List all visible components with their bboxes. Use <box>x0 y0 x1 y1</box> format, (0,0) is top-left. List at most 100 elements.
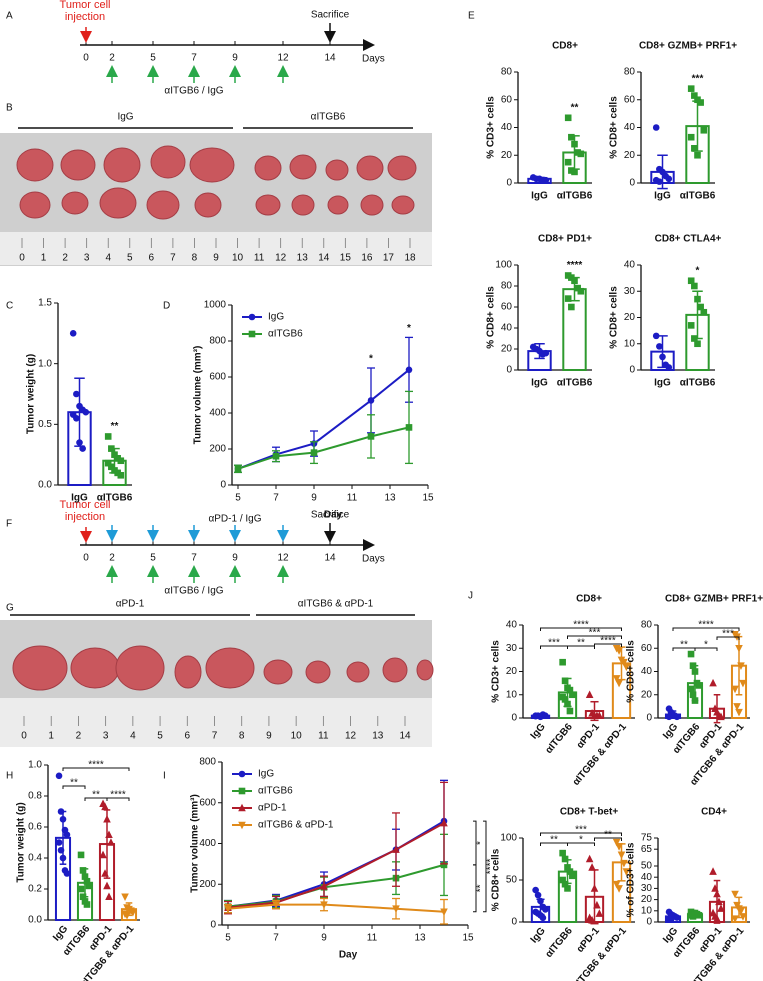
y-tick-label: 800 <box>199 757 216 768</box>
significance-bracket <box>567 635 622 639</box>
y-tick-label: 20 <box>624 312 636 323</box>
significance: **** <box>567 260 583 271</box>
significance-bracket <box>716 636 740 640</box>
tumor <box>16 148 54 182</box>
panel-letter: I <box>163 771 166 782</box>
data-point <box>104 433 112 440</box>
panel-letter: H <box>6 771 13 782</box>
significance: * <box>704 640 708 651</box>
tumor <box>19 191 51 219</box>
data-point <box>687 85 695 92</box>
data-point <box>320 901 328 909</box>
end-label: Sacrifice <box>311 510 350 521</box>
ruler-number: 2 <box>76 731 82 742</box>
y-tick-label: 40 <box>501 122 513 133</box>
data-point <box>440 861 448 869</box>
ruler-number: 1 <box>41 253 47 264</box>
series-line <box>227 820 445 908</box>
y-tick-label: 75 <box>641 833 653 844</box>
data-point <box>79 867 87 874</box>
data-point <box>697 303 704 311</box>
series-line <box>227 822 445 909</box>
y-tick-label: 100 <box>495 260 512 271</box>
y-tick-label: 40 <box>641 872 653 883</box>
tumor <box>356 155 384 181</box>
tumor <box>12 645 68 691</box>
legend-label: IgG <box>258 769 274 780</box>
data-point <box>542 349 550 357</box>
significance-bracket <box>594 837 622 841</box>
data-point <box>715 897 723 906</box>
significance: *** <box>722 629 734 640</box>
data-point <box>694 295 701 303</box>
x-axis-label: Day <box>324 510 343 521</box>
y-tick-label: 200 <box>209 444 226 455</box>
data-point <box>559 849 566 857</box>
data-point <box>665 175 673 183</box>
series-line <box>237 369 410 470</box>
data-point <box>673 713 681 721</box>
data-point <box>99 850 107 859</box>
chart-title: CD4+ <box>701 807 727 818</box>
significance: ** <box>550 835 558 846</box>
injection-label: Tumor cell injection <box>60 0 111 23</box>
treatment-label: αITGB6 / IgG <box>164 586 223 597</box>
x-tick-label: 15 <box>462 933 474 944</box>
x-tick-label: αITGB6 <box>557 191 593 202</box>
data-point <box>615 647 623 655</box>
x-tick-label: 7 <box>273 933 279 944</box>
tumor <box>346 661 370 683</box>
data-point <box>709 867 717 875</box>
data-point <box>595 711 604 719</box>
series-line <box>227 863 445 908</box>
tumor <box>387 155 417 181</box>
ruler-number: 8 <box>192 253 198 264</box>
y-tick-label: 30 <box>641 883 653 894</box>
y-tick-label: 0 <box>511 713 517 724</box>
y-tick-label: 1.0 <box>28 760 42 771</box>
y-tick-label: 0.8 <box>28 791 42 802</box>
significance: ** <box>604 830 612 841</box>
ruler-number: 17 <box>383 253 395 264</box>
tumor <box>325 159 349 181</box>
data-point <box>539 914 547 922</box>
panel-letter: G <box>6 603 14 614</box>
y-tick-label: 0 <box>506 365 512 376</box>
x-tick-label: αITGB6 <box>680 378 716 389</box>
significance: ** <box>111 421 119 432</box>
significance-bracket <box>483 820 487 913</box>
y-tick-label: 1000 <box>204 300 227 311</box>
significance: ** <box>92 790 100 801</box>
data-point <box>77 851 85 859</box>
data-point <box>615 679 623 688</box>
y-tick-label: 80 <box>501 281 513 292</box>
legend-marker <box>238 787 246 795</box>
panel-letter: D <box>163 301 170 312</box>
data-point <box>577 150 585 158</box>
y-tick-label: 40 <box>506 620 518 631</box>
x-tick-label: αPD-1 <box>575 925 602 955</box>
ruler-number: 7 <box>170 253 176 264</box>
y-tick-label: 0 <box>646 713 652 724</box>
ruler-number: 6 <box>185 731 191 742</box>
data-point <box>310 449 318 456</box>
data-point <box>73 390 80 398</box>
data-point <box>561 696 569 703</box>
x-tick-label: 9 <box>311 493 317 504</box>
significance: * <box>407 323 411 334</box>
data-point <box>82 408 90 416</box>
timeline-day: 14 <box>324 553 336 564</box>
timeline-day: 5 <box>150 553 156 564</box>
data-point <box>405 366 413 374</box>
tumor <box>391 195 415 215</box>
ruler-number: 5 <box>127 253 133 264</box>
x-tick-label: IgG <box>71 493 88 504</box>
data-point <box>571 140 578 148</box>
ruler-number: 12 <box>275 253 287 264</box>
group-label: αITGB6 & αPD-1 <box>298 599 374 610</box>
chart-title: CD8+ CTLA4+ <box>655 234 722 245</box>
ruler <box>0 698 432 747</box>
ruler-number: 2 <box>62 253 68 264</box>
data-point <box>568 303 575 311</box>
data-point <box>564 114 572 122</box>
